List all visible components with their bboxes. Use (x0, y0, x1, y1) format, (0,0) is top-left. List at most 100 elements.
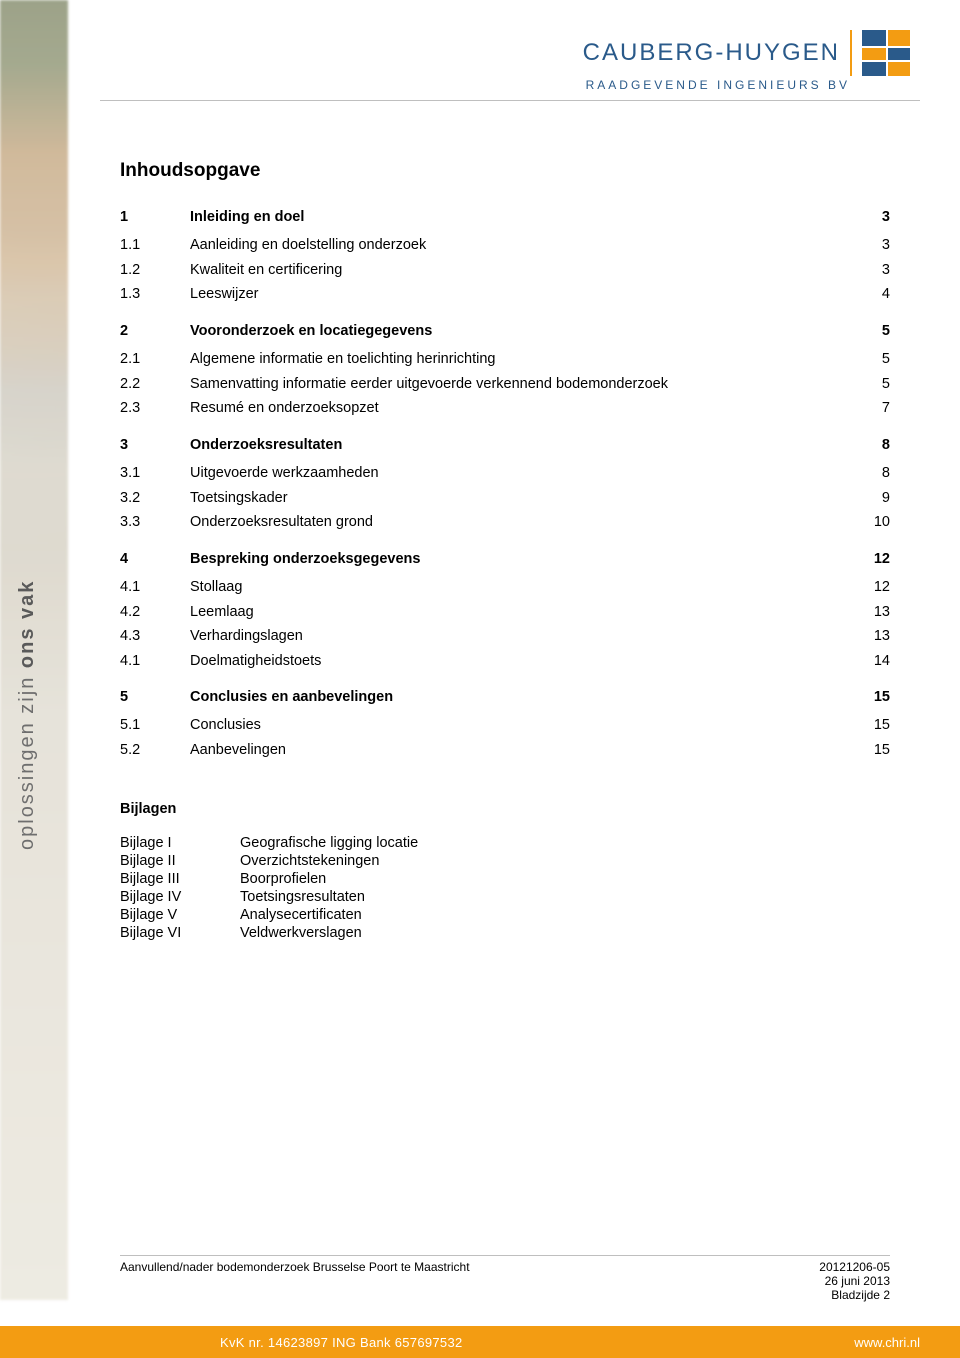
header-rule (100, 100, 920, 101)
toc-label: Inleiding en doel (190, 206, 850, 228)
toc-page: 4 (850, 283, 890, 305)
toc-number: 1.2 (120, 259, 190, 281)
slogan-vertical: oplossingen zijn ons vak (16, 580, 39, 850)
toc-page: 9 (850, 487, 890, 509)
toc-number: 2.1 (120, 348, 190, 370)
bijlagen-title: Bijlagen (120, 801, 890, 817)
toc-number: 3 (120, 434, 190, 456)
bijlage-row: Bijlage VAnalysecertificaten (120, 907, 890, 923)
bijlage-value: Boorprofielen (240, 871, 326, 887)
toc-page: 3 (850, 259, 890, 281)
toc-item-row: 3.1Uitgevoerde werkzaamheden8 (120, 462, 890, 484)
bijlage-value: Overzichtstekeningen (240, 853, 379, 869)
slogan-bold: ons vak (16, 580, 38, 668)
bijlage-value: Analysecertificaten (240, 907, 362, 923)
toc-section-row: 3Onderzoeksresultaten8 (120, 434, 890, 456)
doc-info: Aanvullend/nader bodemonderzoek Brussels… (120, 1255, 890, 1302)
toc-label: Algemene informatie en toelichting herin… (190, 348, 850, 370)
footer-kvk: KvK nr. 14623897 ING Bank 657697532 (220, 1335, 463, 1350)
toc-label: Doelmatigheidstoets (190, 650, 850, 672)
footer-url: www.chri.nl (854, 1335, 920, 1350)
doc-page: Bladzijde 2 (819, 1288, 890, 1302)
toc-title: Inhoudsopgave (120, 160, 890, 182)
bijlage-row: Bijlage IGeografische ligging locatie (120, 835, 890, 851)
toc-item-row: 2.3Resumé en onderzoeksopzet7 (120, 397, 890, 419)
toc-number: 1 (120, 206, 190, 228)
doc-ref: 20121206-05 (819, 1260, 890, 1274)
toc-number: 2 (120, 320, 190, 342)
toc-item-row: 3.2Toetsingskader9 (120, 487, 890, 509)
bijlage-key: Bijlage VI (120, 925, 240, 941)
toc-page: 14 (850, 650, 890, 672)
toc-label: Leeswijzer (190, 283, 850, 305)
toc-page: 5 (850, 348, 890, 370)
toc-number: 2.3 (120, 397, 190, 419)
toc-page: 15 (850, 739, 890, 761)
toc-label: Toetsingskader (190, 487, 850, 509)
header-logo: CAUBERG-HUYGEN RAADGEVENDE INGENIEURS BV (583, 30, 910, 92)
toc-page: 3 (850, 206, 890, 228)
bijlage-value: Veldwerkverslagen (240, 925, 362, 941)
toc-page: 8 (850, 434, 890, 456)
toc-label: Resumé en onderzoeksopzet (190, 397, 850, 419)
bijlage-key: Bijlage II (120, 853, 240, 869)
toc-item-row: 1.1Aanleiding en doelstelling onderzoek3 (120, 234, 890, 256)
toc-label: Aanleiding en doelstelling onderzoek (190, 234, 850, 256)
toc-section-row: 1Inleiding en doel3 (120, 206, 890, 228)
toc-label: Aanbevelingen (190, 739, 850, 761)
toc-item-row: 2.2Samenvatting informatie eerder uitgev… (120, 373, 890, 395)
toc-label: Conclusies en aanbevelingen (190, 686, 850, 708)
doc-info-right: 20121206-05 26 juni 2013 Bladzijde 2 (819, 1260, 890, 1302)
toc-label: Vooronderzoek en locatiegegevens (190, 320, 850, 342)
toc-number: 1.3 (120, 283, 190, 305)
toc-number: 3.3 (120, 511, 190, 533)
content-area: Inhoudsopgave 1Inleiding en doel31.1Aanl… (120, 160, 890, 943)
toc-label: Verhardingslagen (190, 625, 850, 647)
company-subtitle: RAADGEVENDE INGENIEURS BV (583, 78, 850, 92)
bijlage-value: Toetsingsresultaten (240, 889, 365, 905)
toc-page: 7 (850, 397, 890, 419)
toc-number: 4 (120, 548, 190, 570)
logo-divider (850, 30, 852, 76)
bijlage-key: Bijlage I (120, 835, 240, 851)
bijlage-row: Bijlage IIOverzichtstekeningen (120, 853, 890, 869)
bijlage-key: Bijlage III (120, 871, 240, 887)
doc-info-left: Aanvullend/nader bodemonderzoek Brussels… (120, 1260, 470, 1302)
toc-page: 12 (850, 576, 890, 598)
toc-item-row: 4.3Verhardingslagen13 (120, 625, 890, 647)
toc-item-row: 1.2Kwaliteit en certificering3 (120, 259, 890, 281)
toc-label: Onderzoeksresultaten (190, 434, 850, 456)
bijlage-value: Geografische ligging locatie (240, 835, 418, 851)
toc-item-row: 5.2Aanbevelingen15 (120, 739, 890, 761)
toc-list: 1Inleiding en doel31.1Aanleiding en doel… (120, 206, 890, 761)
bijlage-row: Bijlage IIIBoorprofielen (120, 871, 890, 887)
toc-section-row: 5Conclusies en aanbevelingen15 (120, 686, 890, 708)
toc-item-row: 4.2Leemlaag13 (120, 601, 890, 623)
bijlage-row: Bijlage VIVeldwerkverslagen (120, 925, 890, 941)
footer-bar: KvK nr. 14623897 ING Bank 657697532 www.… (0, 1326, 960, 1358)
toc-item-row: 2.1Algemene informatie en toelichting he… (120, 348, 890, 370)
toc-page: 15 (850, 714, 890, 736)
toc-page: 8 (850, 462, 890, 484)
bijlage-row: Bijlage IVToetsingsresultaten (120, 889, 890, 905)
toc-page: 13 (850, 601, 890, 623)
toc-page: 10 (850, 511, 890, 533)
toc-page: 13 (850, 625, 890, 647)
toc-label: Bespreking onderzoeksgegevens (190, 548, 850, 570)
toc-page: 12 (850, 548, 890, 570)
bijlage-key: Bijlage IV (120, 889, 240, 905)
toc-section-row: 4Bespreking onderzoeksgegevens12 (120, 548, 890, 570)
toc-label: Samenvatting informatie eerder uitgevoer… (190, 373, 850, 395)
bijlage-key: Bijlage V (120, 907, 240, 923)
toc-label: Leemlaag (190, 601, 850, 623)
toc-number: 1.1 (120, 234, 190, 256)
doc-date: 26 juni 2013 (819, 1274, 890, 1288)
toc-item-row: 3.3Onderzoeksresultaten grond10 (120, 511, 890, 533)
toc-number: 5.2 (120, 739, 190, 761)
toc-number: 5 (120, 686, 190, 708)
toc-label: Kwaliteit en certificering (190, 259, 850, 281)
toc-page: 15 (850, 686, 890, 708)
toc-number: 2.2 (120, 373, 190, 395)
slogan-light: oplossingen zijn (16, 676, 38, 850)
toc-label: Uitgevoerde werkzaamheden (190, 462, 850, 484)
